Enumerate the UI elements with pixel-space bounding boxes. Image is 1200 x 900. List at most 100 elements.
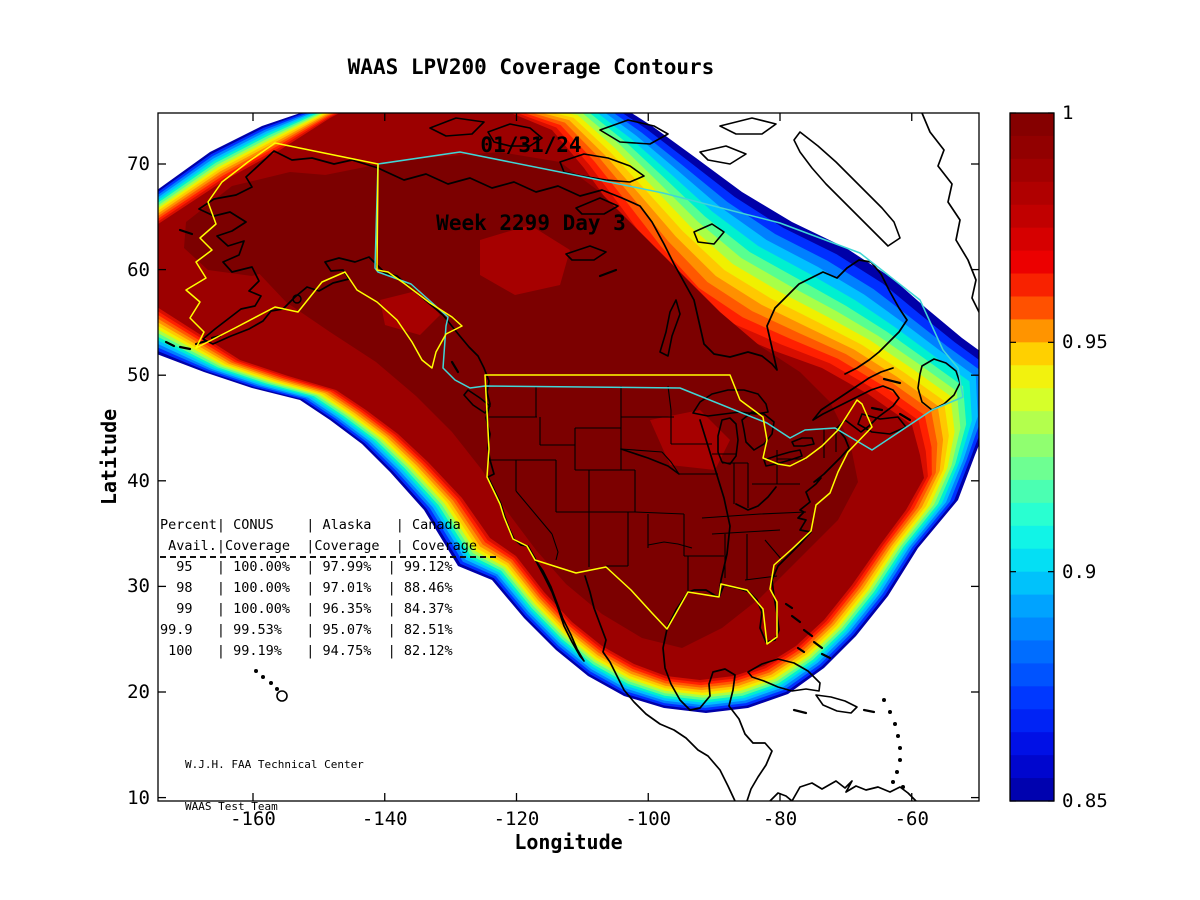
coastline	[921, 113, 979, 314]
x-axis-label: Longitude	[514, 830, 623, 854]
x-tick-label: -140	[361, 808, 408, 830]
island-dash	[898, 412, 912, 422]
attribution: W.J.H. FAA Technical Center WAAS Test Te…	[185, 730, 364, 842]
colorbar-step	[1010, 571, 1054, 596]
coastline	[575, 197, 619, 215]
island-dot	[882, 698, 886, 702]
x-tick-label: -120	[493, 808, 540, 830]
y-tick-label: 70	[127, 153, 150, 175]
state-boundary	[634, 511, 685, 515]
island-dash	[164, 340, 176, 348]
island-dash	[178, 345, 192, 351]
island-dot	[893, 722, 897, 726]
coastline	[718, 367, 900, 643]
state-boundary	[711, 529, 781, 535]
colorbar-step	[1010, 640, 1054, 664]
coastline	[793, 131, 901, 247]
colorbar-step	[1010, 525, 1054, 550]
coastline	[692, 389, 769, 417]
hawaii-big-island	[276, 690, 288, 702]
island-dot	[269, 681, 273, 685]
state-boundary	[667, 385, 672, 444]
colorbar-step	[1010, 204, 1054, 229]
coastline	[917, 358, 961, 411]
coastline	[659, 299, 681, 357]
colorbar-step	[1010, 479, 1054, 504]
colorbar-step	[1010, 755, 1054, 779]
y-axis-label: Latitude	[97, 408, 121, 506]
colorbar-step	[1010, 457, 1054, 481]
y-tick-label: 60	[127, 258, 150, 281]
conus-coverage-boundary	[484, 374, 873, 645]
colorbar-step	[1010, 250, 1054, 275]
coastline	[620, 448, 680, 475]
y-tick-label: 40	[127, 469, 150, 492]
colorbar-step	[1010, 663, 1054, 687]
island-dash	[820, 652, 832, 660]
coastline	[717, 417, 739, 465]
island-dash	[178, 228, 194, 236]
island-dot	[888, 710, 892, 714]
coastline	[599, 119, 669, 145]
island-dash	[784, 602, 794, 610]
island-dot	[896, 734, 900, 738]
x-tick-label: -80	[762, 808, 798, 830]
coastline	[535, 560, 585, 662]
island-dot	[891, 780, 895, 784]
colorbar-tick-label: 1	[1062, 102, 1074, 124]
coastline	[699, 419, 731, 597]
island-dash	[450, 360, 460, 374]
island-dash	[802, 628, 814, 638]
island-dot	[254, 669, 258, 673]
colorbar-step	[1010, 502, 1054, 527]
page-title: WAAS LPV200 Coverage Contours	[347, 55, 715, 79]
colorbar-step	[1010, 135, 1054, 160]
coastline	[584, 575, 736, 801]
island-dash	[790, 614, 802, 624]
colorbar-step	[1010, 548, 1054, 573]
contour-core-dark-patch	[184, 172, 358, 276]
contour-core-light-patch	[380, 290, 440, 335]
colorbar-step	[1010, 365, 1054, 389]
kodiak-island	[292, 294, 302, 304]
colorbar-step	[1010, 227, 1054, 252]
x-tick-label: -160	[230, 808, 276, 830]
colorbar-step	[1010, 319, 1054, 343]
colorbar-box	[1009, 112, 1055, 802]
colorbar-step	[1010, 617, 1054, 642]
x-tick-label: -60	[894, 808, 929, 830]
title-week: Week 2299 Day 3	[436, 211, 626, 235]
coastline	[463, 389, 491, 414]
coastline	[429, 117, 485, 137]
alaska-coverage-boundary	[185, 142, 463, 369]
coastline	[662, 591, 773, 801]
colorbar-step	[1010, 158, 1054, 183]
coastline	[735, 486, 777, 511]
island-dot	[898, 746, 902, 750]
map-layers	[158, 113, 979, 801]
colorbar-step	[1010, 778, 1054, 802]
y-tick-label: 30	[127, 575, 150, 598]
coastline	[377, 167, 908, 375]
coastline	[719, 117, 777, 135]
island-dot	[261, 675, 265, 679]
colorbar-tick-label: 0.9	[1062, 560, 1097, 583]
coastline	[857, 413, 907, 435]
coastline	[699, 145, 747, 165]
state-boundary	[701, 511, 807, 519]
contour-core-light-patch	[480, 225, 570, 295]
colorbar-step	[1010, 686, 1054, 710]
y-tick-label: 20	[127, 681, 150, 703]
colorbar-step	[1010, 181, 1054, 206]
coastline	[763, 449, 803, 467]
title-date: 01/31/24	[480, 133, 582, 157]
island-dash	[796, 646, 806, 654]
island-dash	[812, 640, 824, 650]
coastline	[565, 245, 607, 261]
island-dot	[275, 687, 279, 691]
colorbar-step	[1010, 388, 1054, 412]
colorbar-step	[1010, 594, 1054, 619]
island-dash	[882, 377, 902, 385]
